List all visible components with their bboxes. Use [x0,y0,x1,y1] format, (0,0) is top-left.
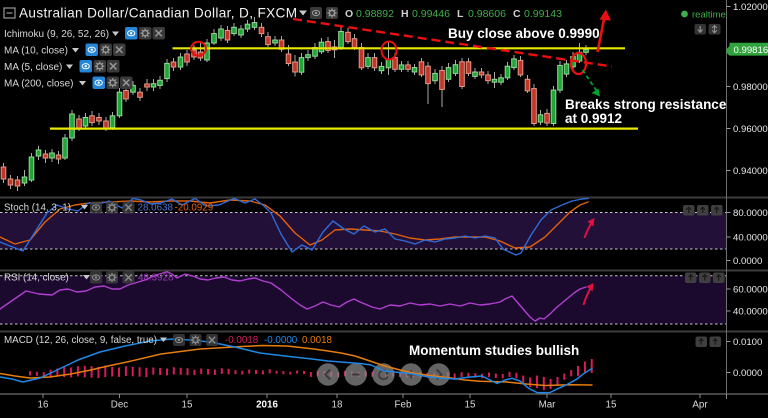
svg-text:0.98892: 0.98892 [356,8,394,20]
svg-text:0.0100: 0.0100 [733,337,762,348]
svg-text:0.96000: 0.96000 [733,124,768,135]
svg-text:0.94000: 0.94000 [733,166,768,177]
svg-text:16: 16 [38,400,49,411]
svg-text:1.02000: 1.02000 [733,2,768,13]
svg-text:RSI (14, close): RSI (14, close) [4,273,69,284]
svg-text:-20.0929: -20.0929 [175,203,214,214]
svg-text:0.0000: 0.0000 [733,256,762,267]
svg-text:28.0638: 28.0638 [138,203,174,214]
svg-text:0.98606: 0.98606 [468,8,506,20]
svg-text:0.99446: 0.99446 [412,8,450,20]
svg-text:Apr: Apr [692,400,708,411]
svg-text:15: 15 [465,400,476,411]
svg-text:Dec: Dec [111,400,129,411]
svg-text:Buy close above 0.9990: Buy close above 0.9990 [448,26,600,41]
svg-text:0.0018: 0.0018 [302,335,333,346]
svg-text:Feb: Feb [395,400,412,411]
svg-text:O: O [345,8,353,20]
svg-text:C: C [513,8,521,20]
svg-text:2016: 2016 [256,400,278,411]
svg-text:MA (10, close): MA (10, close) [4,46,68,57]
svg-text:MA (5, close): MA (5, close) [4,62,62,73]
svg-text:Ichimoku (9, 26, 52, 26): Ichimoku (9, 26, 52, 26) [4,29,109,40]
svg-text:H: H [401,8,409,20]
svg-text:Stoch (14, 3, 1): Stoch (14, 3, 1) [4,203,71,214]
svg-text:Breaks strong resistance: Breaks strong resistance [565,97,727,112]
svg-text:MACD (12, 26, close, 9, false,: MACD (12, 26, close, 9, false, true) [4,335,157,346]
svg-text:15: 15 [606,400,617,411]
svg-text:0.99816: 0.99816 [734,45,768,56]
svg-text:18: 18 [332,400,343,411]
svg-text:-0.0000: -0.0000 [264,335,298,346]
svg-text:at 0.9912: at 0.9912 [565,111,622,126]
svg-text:realtime: realtime [692,10,726,21]
svg-text:MA (200, close): MA (200, close) [4,79,73,90]
svg-text:-0.0018: -0.0018 [225,335,259,346]
svg-text:48.3928: 48.3928 [138,273,174,284]
svg-text:80.0000: 80.0000 [733,208,768,219]
svg-text:60.0000: 60.0000 [733,285,768,296]
svg-text:0.98000: 0.98000 [733,82,768,93]
svg-text:Momentum studies bullish: Momentum studies bullish [409,343,579,358]
svg-text:0.0000: 0.0000 [733,368,762,379]
svg-text:Mar: Mar [539,400,557,411]
svg-text:L: L [457,8,464,20]
svg-text:Australian Dollar/Canadian Dol: Australian Dollar/Canadian Dollar, D, FX… [19,6,297,21]
svg-text:0.99143: 0.99143 [524,8,562,20]
svg-text:40.0000: 40.0000 [733,233,768,244]
svg-text:15: 15 [182,400,193,411]
svg-text:40.0000: 40.0000 [733,307,768,318]
